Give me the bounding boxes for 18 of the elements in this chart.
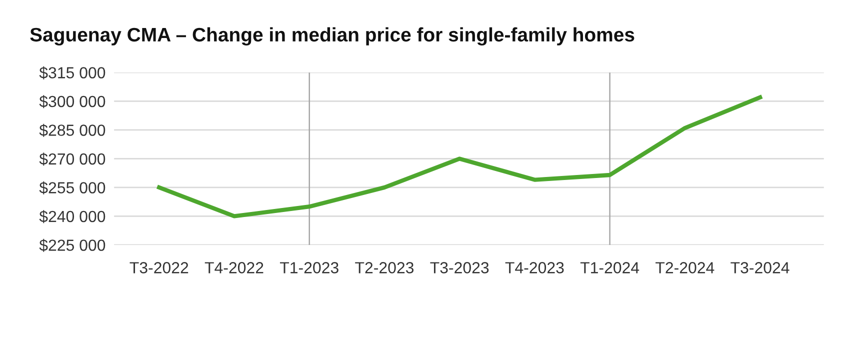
y-tick-label: $270 000 xyxy=(39,152,106,166)
y-tick-label: $240 000 xyxy=(39,210,106,224)
y-tick-label: $315 000 xyxy=(39,66,106,80)
x-tick-label: T3-2022 xyxy=(130,262,188,274)
x-tick-label: T3-2023 xyxy=(430,262,489,274)
x-tick-label: T2-2023 xyxy=(355,262,414,274)
x-tick-label: T1-2024 xyxy=(580,262,640,274)
chart-title: Saguenay CMA – Change in median price for single-family homes xyxy=(30,27,634,46)
y-tick-label: $285 000 xyxy=(39,124,106,137)
y-tick-label: $255 000 xyxy=(39,181,106,194)
y-tick-label: $225 000 xyxy=(39,238,106,252)
x-tick-label: T1-2023 xyxy=(280,262,338,274)
y-tick-label: $300 000 xyxy=(39,95,106,108)
x-tick-label: T4-2022 xyxy=(204,262,264,274)
x-tick-label: T3-2024 xyxy=(730,262,790,274)
x-tick-label: T2-2024 xyxy=(656,262,714,274)
x-tick-label: T4-2023 xyxy=(505,262,564,274)
line-series xyxy=(157,95,762,218)
